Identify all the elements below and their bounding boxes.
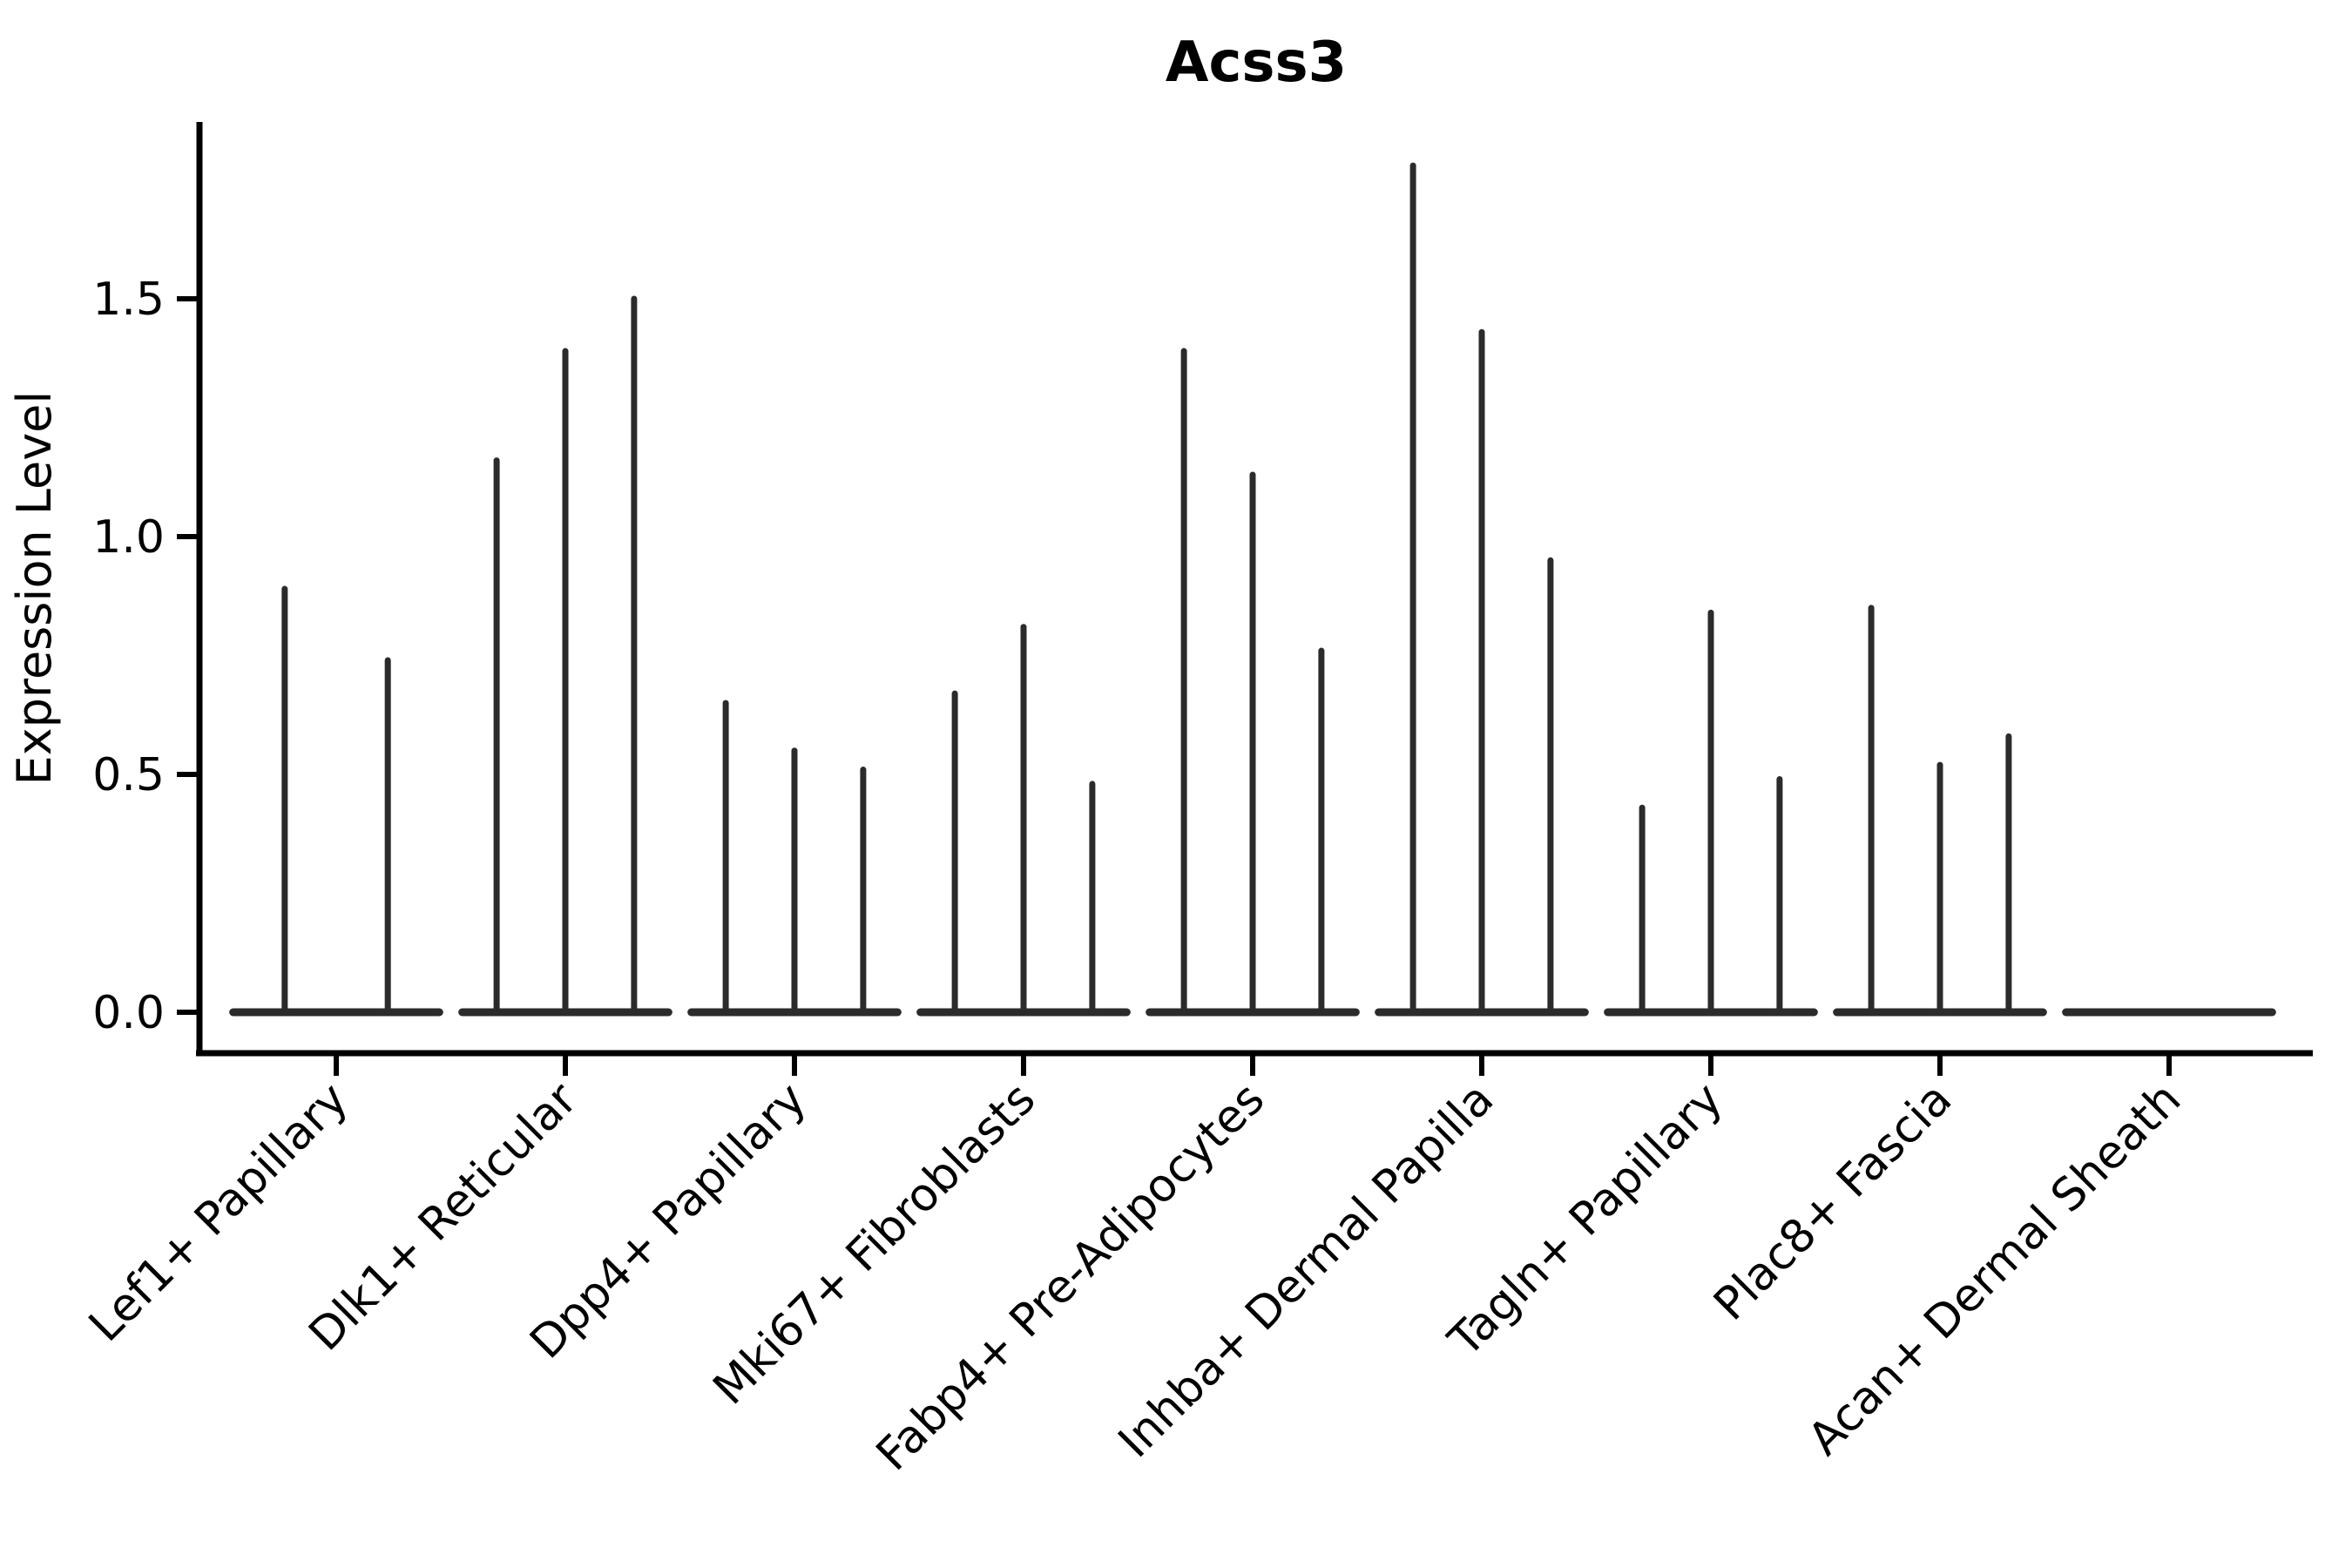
violin-group	[458, 295, 672, 1017]
violin-group	[1375, 162, 1589, 1017]
x-tick-label: Plac8+ Fascia	[1704, 1073, 1962, 1331]
violin-group	[1604, 609, 1818, 1017]
y-axis-label: Expression Level	[7, 391, 62, 786]
chart-title: Acss3	[1166, 30, 1347, 95]
y-tick-label: 0.5	[92, 749, 165, 801]
violin-group	[229, 585, 443, 1017]
y-tick-label: 1.5	[92, 274, 165, 326]
x-tick-label: Inhba+ Dermal Papilla	[1109, 1073, 1504, 1468]
violin-group	[1833, 605, 2047, 1017]
violin-series	[229, 162, 2276, 1017]
violin-group	[1146, 348, 1360, 1017]
x-tick-label: Fabp4+ Pre-Adipocytes	[867, 1073, 1274, 1481]
x-tick-label: Acan+ Dermal Sheath	[1799, 1073, 2192, 1466]
y-axis-ticks: 0.0 0.5 1.0 1.5	[92, 274, 199, 1039]
y-tick-label: 1.0	[92, 511, 165, 564]
y-tick-label: 0.0	[92, 987, 165, 1039]
violin-group	[687, 700, 902, 1017]
violin-group	[916, 624, 1131, 1017]
